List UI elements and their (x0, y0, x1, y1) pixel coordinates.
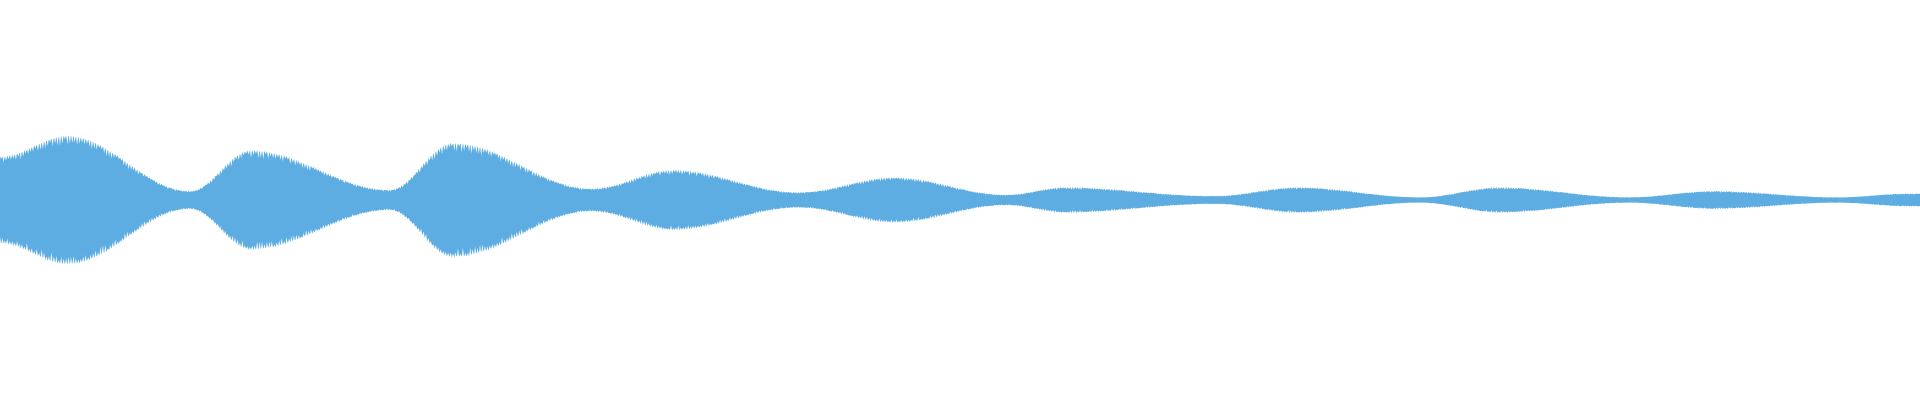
waveform (0, 136, 1920, 264)
